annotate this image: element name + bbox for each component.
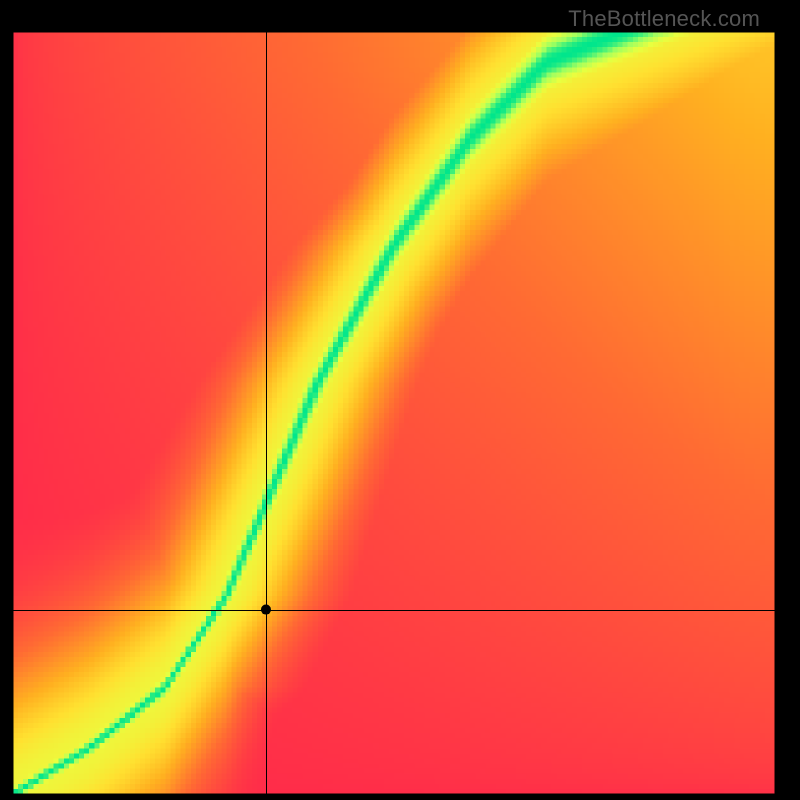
overlay-canvas: [0, 0, 800, 800]
chart-container: TheBottleneck.com: [0, 0, 800, 800]
